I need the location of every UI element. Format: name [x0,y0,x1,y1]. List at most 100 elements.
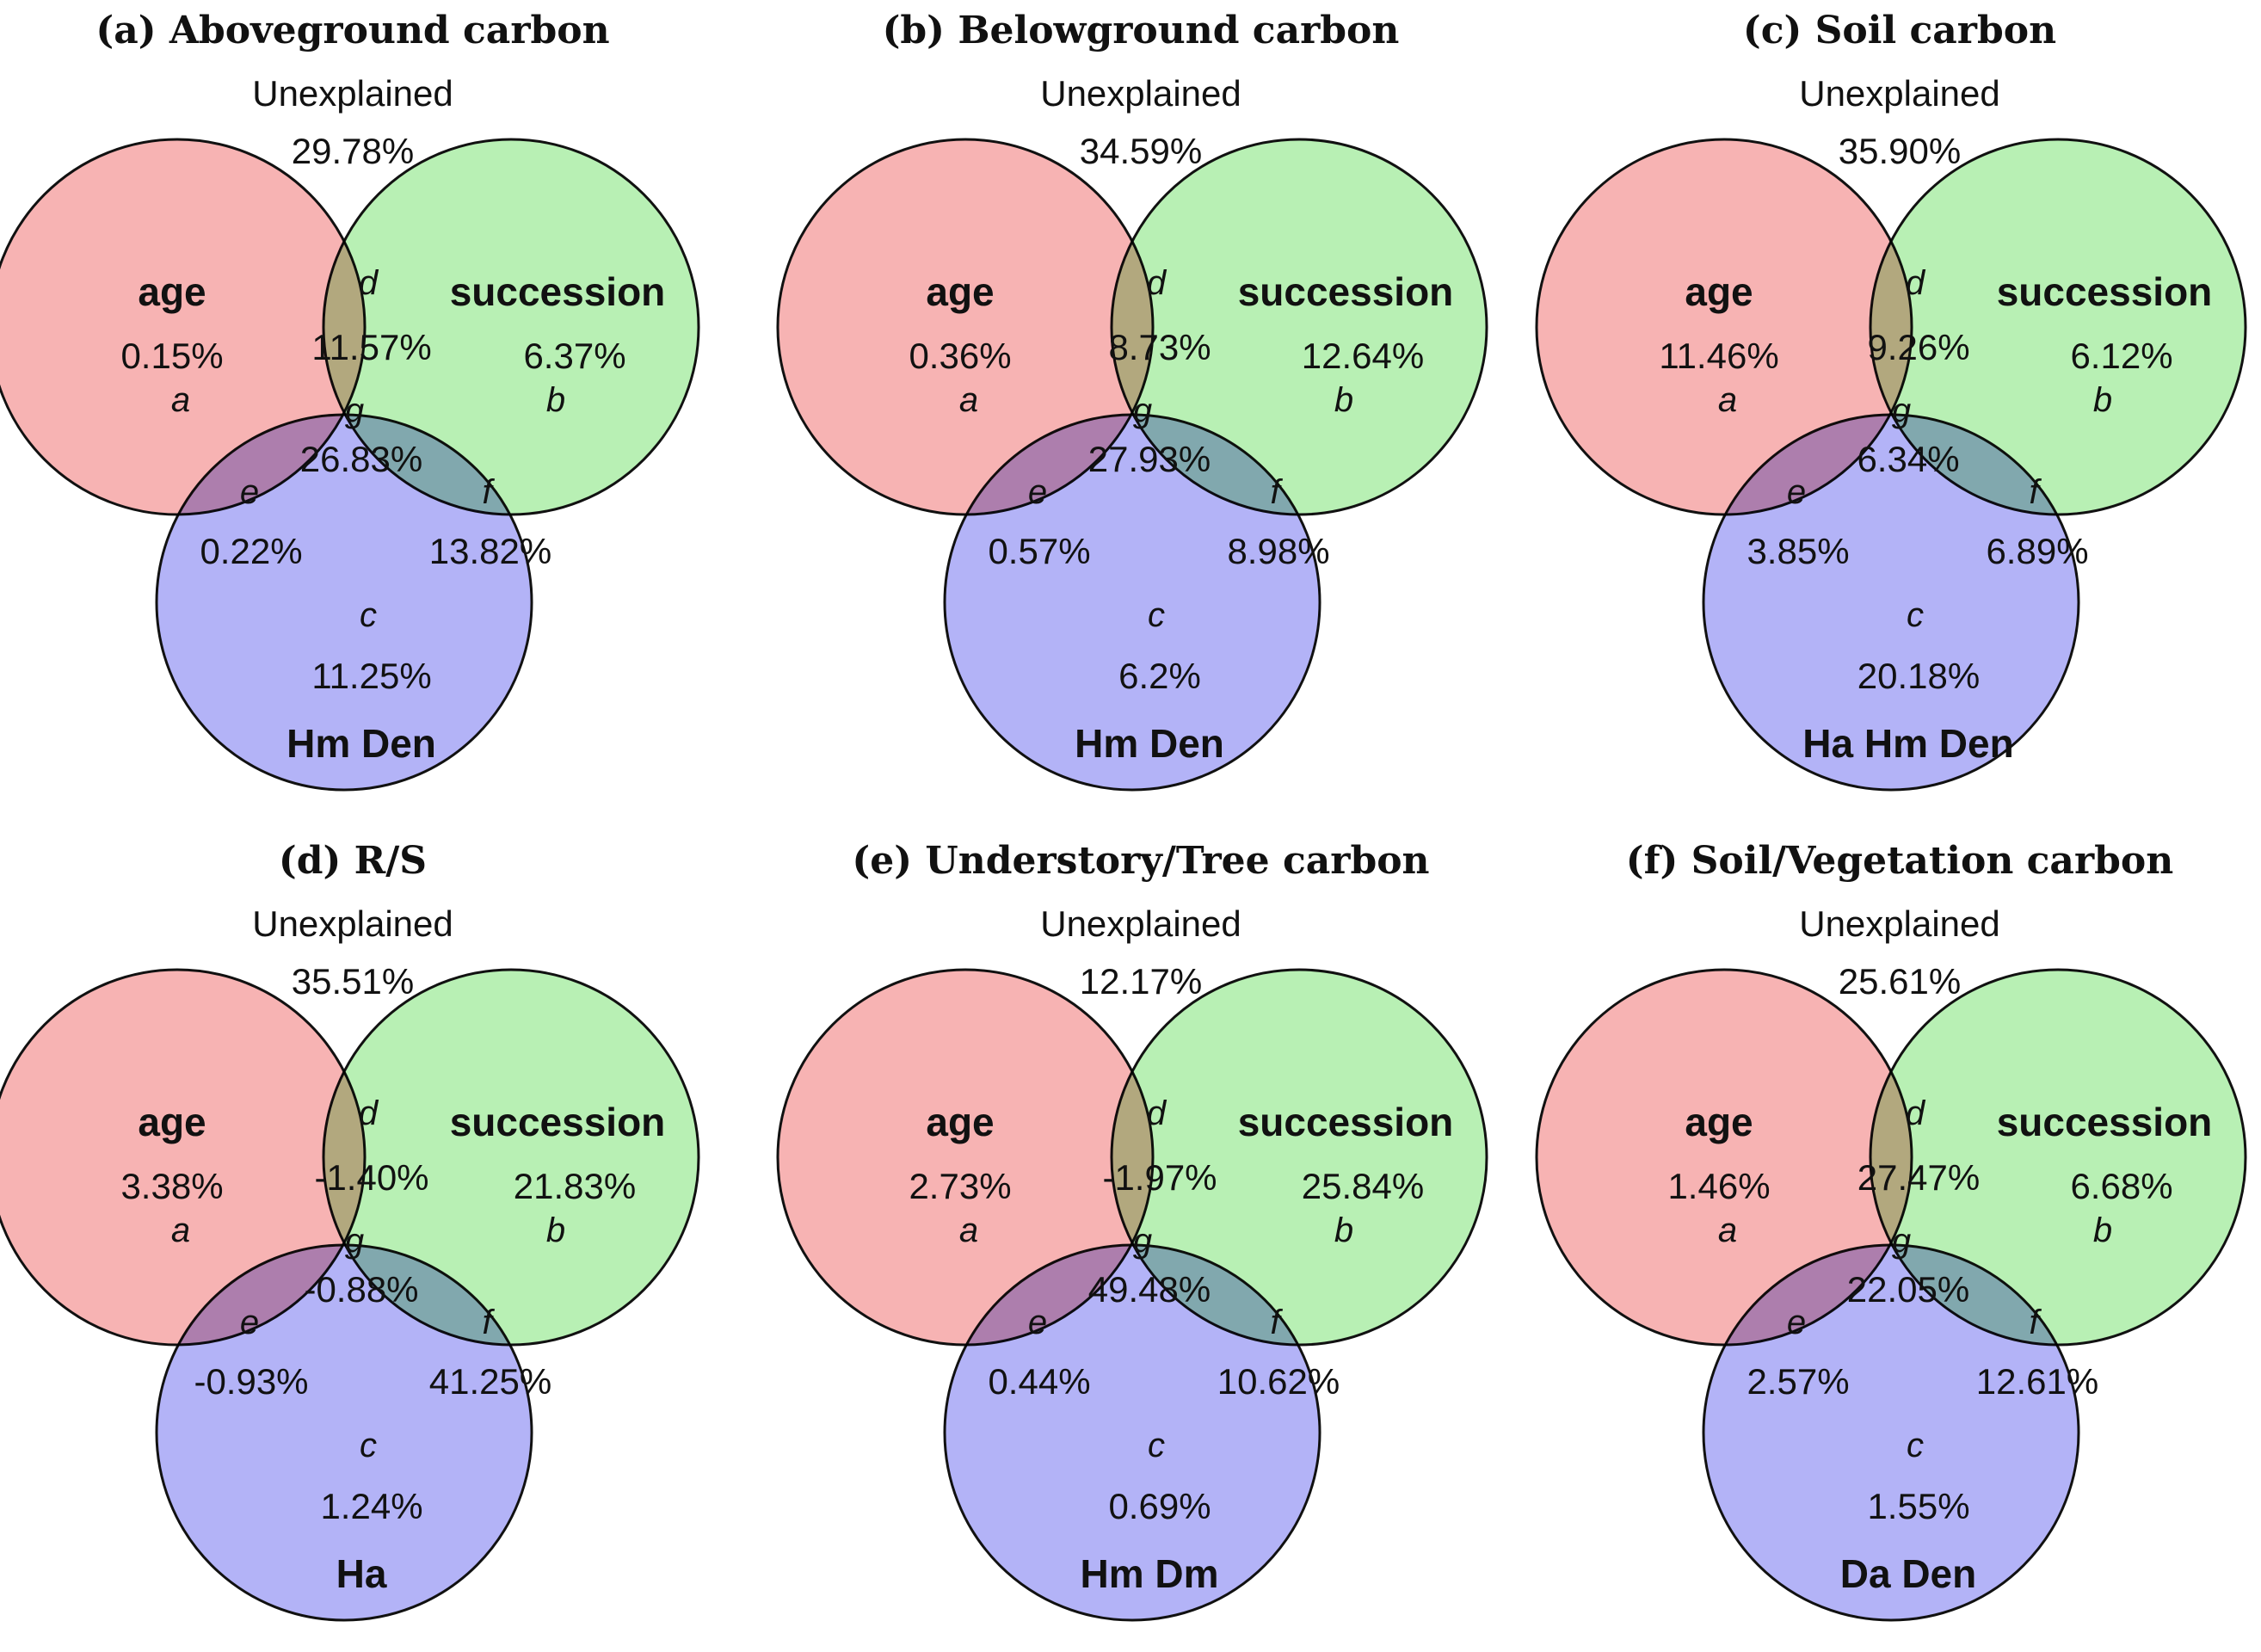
region-letter-a: a [1718,381,1737,419]
region-value-a: 2.73% [909,1166,1011,1206]
panel-title: (f) Soil/Vegetation carbon [1626,839,2173,883]
region-letter-e: e [1787,473,1806,511]
region-letter-a: a [959,381,978,419]
region-value-e: 0.57% [988,531,1090,571]
unexplained-label: Unexplained [1799,903,2000,944]
region-value-g: -0.88% [304,1269,418,1310]
set-label-predictor: Hm Dm [1080,1551,1218,1596]
region-letter-g: g [1892,1222,1911,1260]
panel-title: (c) Soil carbon [1743,9,2056,52]
set-label-predictor: Hm Den [1075,721,1224,766]
region-letter-g: g [345,391,364,429]
unexplained-value: 35.90% [1839,131,1961,171]
region-letter-b: b [1334,1211,1353,1249]
set-circle-predictor [943,1243,1321,1622]
region-letter-d: d [1147,1094,1167,1132]
region-value-a: 3.38% [120,1166,223,1206]
venn-panel: (e) Understory/Tree carbon Unexplained 12.… [776,839,1488,1622]
region-value-f: 6.89% [1986,531,2088,571]
region-value-g: 27.93% [1088,439,1211,479]
panel-title: (b) Belowground carbon [883,9,1400,52]
set-circle-predictor [155,413,533,792]
region-value-e: 0.44% [988,1361,1090,1402]
region-value-c: 0.69% [1108,1486,1211,1526]
set-label-age: age [1685,1100,1753,1144]
region-value-c: 11.25% [311,656,431,696]
set-label-age: age [926,1100,994,1144]
set-label-predictor: Da Den [1840,1551,1976,1596]
region-letter-c: c [1907,1427,1924,1464]
region-value-g: 26.83% [300,439,422,479]
region-letter-g: g [345,1222,364,1260]
region-letter-d: d [1906,1094,1926,1132]
region-value-d: 27.47% [1857,1157,1980,1198]
region-value-b: 21.83% [514,1166,636,1206]
set-circle-predictor [1702,1243,2080,1622]
region-letter-c: c [1148,1427,1165,1464]
region-letter-e: e [1028,1304,1047,1341]
region-value-a: 0.36% [909,336,1011,376]
region-value-a: 1.46% [1667,1166,1770,1206]
region-value-c: 1.24% [320,1486,422,1526]
region-value-d: 9.26% [1867,327,1969,367]
venn-panel: (b) Belowground carbon Unexplained 34.59% a… [776,9,1488,792]
region-value-g: 22.05% [1847,1269,1969,1310]
region-letter-b: b [2093,1211,2112,1249]
region-value-a: 11.46% [1659,336,1778,376]
unexplained-label: Unexplained [252,73,453,114]
set-circle-predictor [943,413,1321,792]
panel-title: (d) R/S [279,839,427,883]
set-label-age: age [138,1100,206,1144]
region-value-a: 0.15% [120,336,223,376]
region-value-f: 13.82% [429,531,551,571]
region-letter-e: e [240,473,259,511]
venn-panel: (a) Aboveground carbon Unexplained 29.78% a… [0,9,700,792]
region-letter-a: a [959,1211,978,1249]
panel-title: (a) Aboveground carbon [95,9,609,52]
region-value-g: 49.48% [1088,1269,1211,1310]
region-letter-g: g [1892,391,1911,429]
unexplained-value: 25.61% [1839,961,1961,1002]
region-letter-g: g [1133,1222,1152,1260]
unexplained-label: Unexplained [1040,903,1241,944]
region-value-f: 8.98% [1227,531,1329,571]
unexplained-label: Unexplained [252,903,453,944]
region-letter-b: b [546,381,565,419]
region-value-c: 20.18% [1857,656,1980,696]
region-value-c: 6.2% [1118,656,1201,696]
region-value-b: 6.68% [2070,1166,2172,1206]
set-label-age: age [138,269,206,314]
region-letter-b: b [546,1211,565,1249]
region-value-c: 1.55% [1867,1486,1969,1526]
region-letter-d: d [1147,264,1167,302]
region-value-f: 12.61% [1976,1361,2098,1402]
unexplained-label: Unexplained [1799,73,2000,114]
set-label-age: age [926,269,994,314]
region-value-d: -1.40% [314,1157,428,1198]
region-value-b: 12.64% [1302,336,1424,376]
region-letter-a: a [171,381,190,419]
region-letter-b: b [1334,381,1353,419]
region-value-d: -1.97% [1102,1157,1217,1198]
region-value-f: 10.62% [1217,1361,1340,1402]
panel-title: (e) Understory/Tree carbon [852,839,1429,883]
region-value-b: 6.12% [2070,336,2172,376]
set-circle-predictor [155,1243,533,1622]
region-letter-e: e [1028,473,1047,511]
unexplained-value: 34.59% [1080,131,1202,171]
region-value-e: 2.57% [1747,1361,1849,1402]
region-letter-a: a [171,1211,190,1249]
region-value-b: 6.37% [523,336,625,376]
region-value-e: 3.85% [1747,531,1849,571]
region-letter-e: e [1787,1304,1806,1341]
set-label-succession: succession [1997,1100,2213,1144]
unexplained-label: Unexplained [1040,73,1241,114]
set-label-succession: succession [1238,1100,1454,1144]
set-label-succession: succession [450,269,666,314]
region-value-g: 6.34% [1857,439,1959,479]
set-label-age: age [1685,269,1753,314]
set-label-succession: succession [1238,269,1454,314]
